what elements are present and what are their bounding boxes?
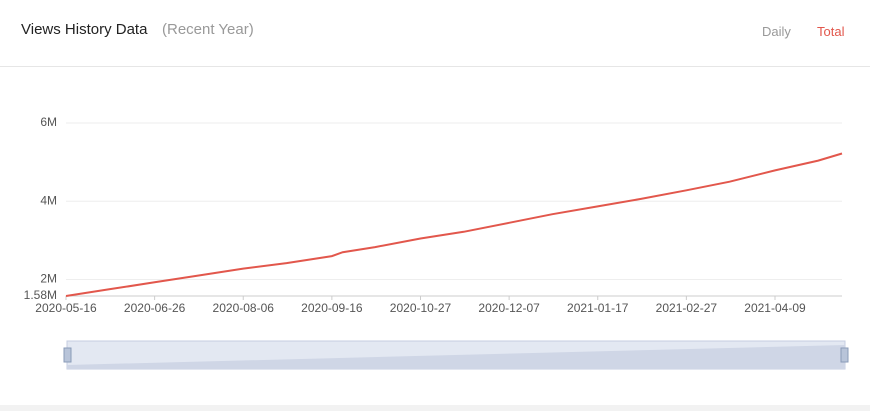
- x-tick-label: 2020-12-07: [478, 301, 540, 315]
- tab-daily[interactable]: Daily: [762, 24, 791, 39]
- title: Views History Data: [21, 21, 148, 38]
- x-tick-label: 2020-05-16: [35, 301, 97, 315]
- x-tick-label: 2020-08-06: [213, 301, 275, 315]
- line: [65, 152, 843, 297]
- slider-handle[interactable]: [63, 347, 72, 363]
- y-tick-label: 6M: [40, 115, 57, 129]
- x-tick-label: 2021-01-17: [567, 301, 629, 315]
- x-tick-label: 2021-02-27: [656, 301, 718, 315]
- y-tick-label: 4M: [40, 193, 57, 207]
- slider-handle[interactable]: [840, 347, 849, 363]
- slider-shadow: [67, 345, 845, 369]
- footer-strip: [0, 405, 870, 411]
- x-tick-label: 2020-06-26: [124, 301, 186, 315]
- y-tick-label: 2M: [40, 272, 57, 286]
- x-tick-label: 2020-09-16: [301, 301, 363, 315]
- tab-total[interactable]: Total: [817, 24, 845, 39]
- subtitle: (Recent Year): [162, 21, 254, 38]
- header: Views History Data (Recent Year) Daily T…: [0, 0, 870, 67]
- x-tick-label: 2021-04-09: [744, 301, 806, 315]
- y-tick-label: 1.58M: [24, 288, 57, 302]
- x-tick-label: 2020-10-27: [390, 301, 452, 315]
- zoom-slider[interactable]: [63, 340, 849, 370]
